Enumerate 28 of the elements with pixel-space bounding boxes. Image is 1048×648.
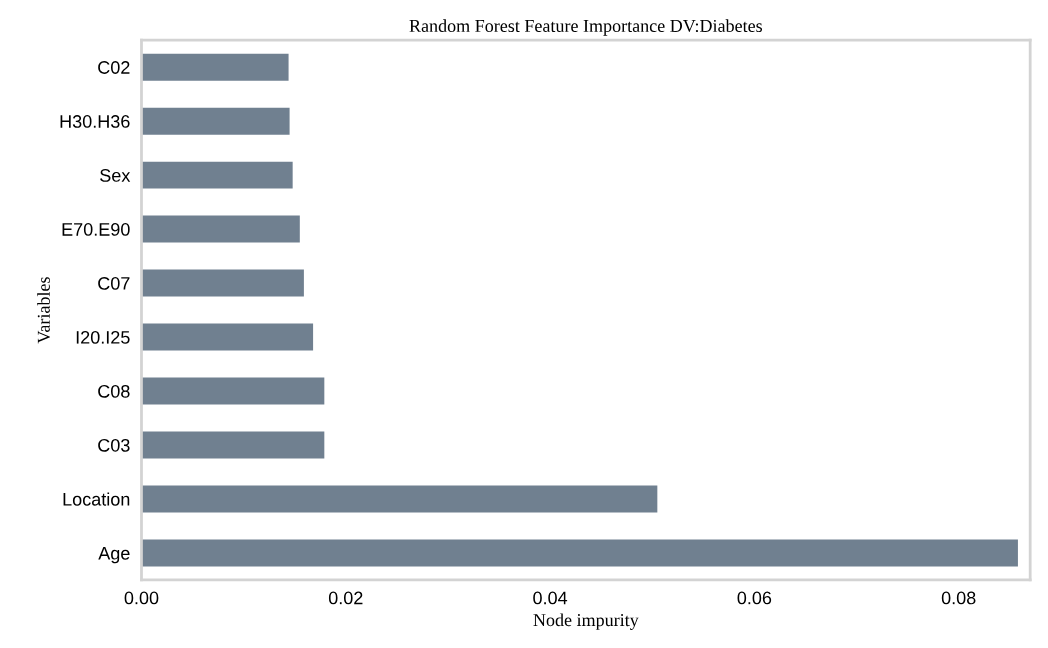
bar: [141, 377, 325, 405]
bar: [141, 53, 289, 81]
bar: [141, 323, 314, 351]
y-tick-label: I20.I25: [76, 330, 130, 344]
y-tick-label: C08: [98, 384, 130, 398]
y-tick-label: C03: [98, 438, 130, 452]
x-tick-label: 0.02: [328, 591, 363, 605]
x-tick-label: 0.06: [737, 591, 772, 605]
y-tick-label: E70.E90: [62, 223, 130, 236]
bar: [141, 215, 300, 243]
bar: [141, 161, 293, 189]
bar: [141, 269, 304, 297]
x-tick-label: 0.08: [941, 591, 976, 605]
bar: [141, 485, 658, 513]
y-tick-label: C02: [98, 61, 130, 74]
y-tick-label: C07: [98, 277, 130, 290]
y-tick-label: H30.H36: [60, 115, 130, 128]
y-tick-label: Age: [98, 547, 130, 564]
chart-title: Random Forest Feature Importance DV:Diabetes: [409, 19, 763, 36]
y-tick-label: Location: [63, 492, 130, 506]
bar: [141, 107, 290, 135]
bar: [141, 431, 325, 459]
bar: [141, 539, 1018, 567]
y-axis-title: Variables: [37, 277, 50, 344]
x-tick-label: 0.00: [124, 591, 159, 605]
x-axis-title: Node impurity: [533, 613, 639, 630]
x-tick-label: 0.04: [533, 591, 568, 605]
y-tick-label: Sex: [100, 169, 131, 182]
